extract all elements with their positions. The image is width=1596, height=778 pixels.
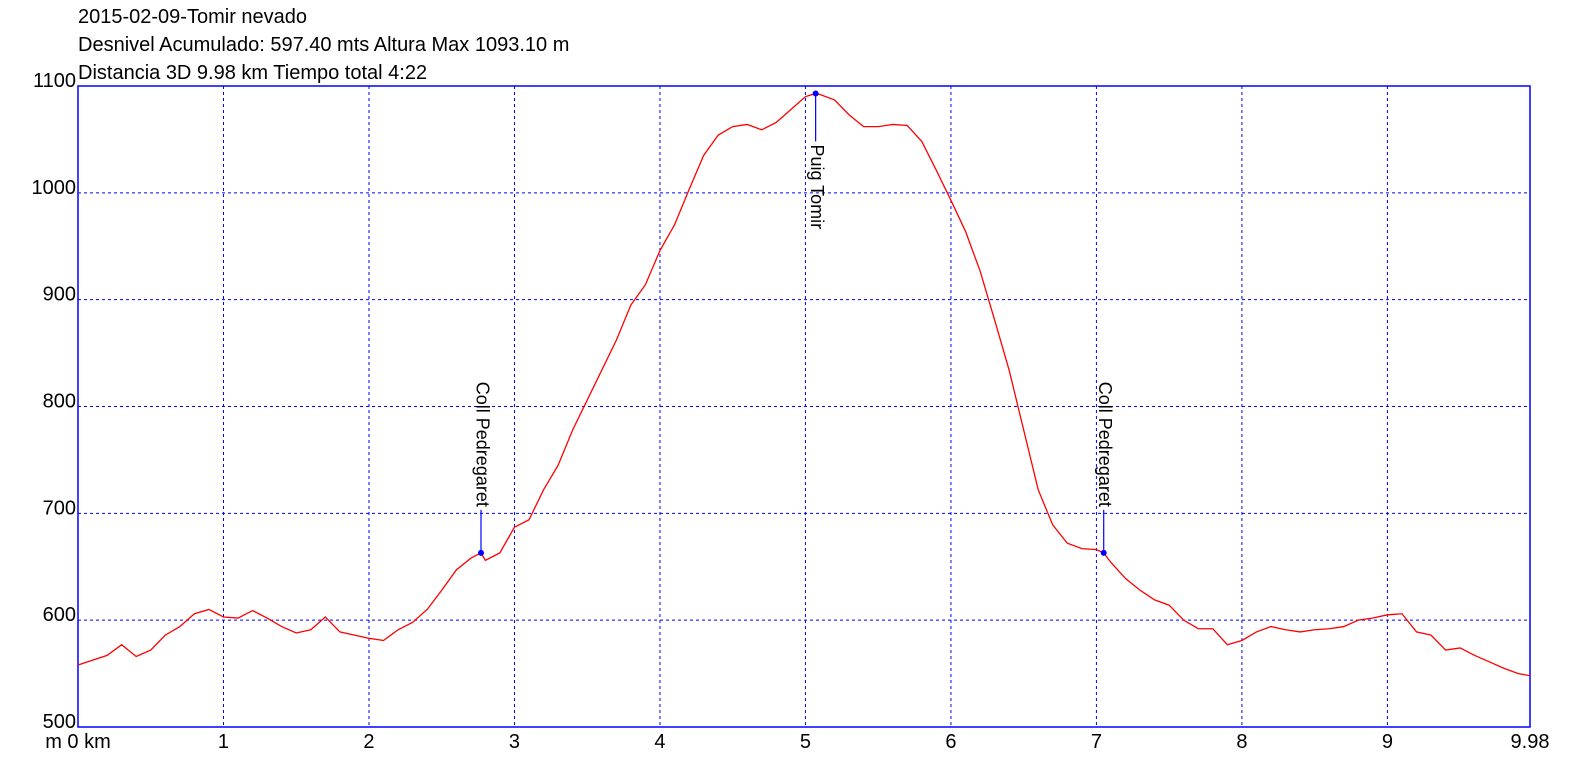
x-tick-label: 1 [218,731,229,753]
x-tick-label: 9.98 [1511,731,1550,753]
y-tick-label: 900 [43,284,76,306]
chart-subtitle: Distancia 3D 9.98 km Tiempo total 4:22 [78,62,427,84]
y-tick-label: 800 [43,391,76,413]
x-tick-label: 6 [945,731,956,753]
x-tick-label: 9 [1382,731,1393,753]
y-tick-label: 1000 [32,177,77,199]
waypoint-marker [812,90,819,97]
x-tick-label: 5 [800,731,811,753]
waypoint-marker [1100,549,1107,556]
x-tick-label: 3 [509,731,520,753]
y-tick-label: 700 [43,497,76,519]
chart-subtitle: Desnivel Acumulado: 597.40 mts Altura Ma… [78,34,569,56]
waypoint-label: Coll Pedregaret [1095,382,1115,507]
y-tick-label: 600 [43,604,76,626]
x-tick-label: 4 [654,731,665,753]
waypoint-label: Coll Pedregaret [472,382,492,507]
y-tick-label: 1100 [33,70,76,92]
x-tick-label: m 0 km [45,731,111,753]
waypoint-label: Puig Tomir [807,144,827,229]
elevation-line [77,92,1531,677]
waypoint-marker [478,549,485,556]
plot-frame [77,85,1531,728]
chart-title: 2015-02-09-Tomir nevado [78,6,307,28]
y-tick-label: 500 [43,711,76,733]
x-tick-label: 8 [1236,731,1247,753]
x-tick-label: 2 [363,731,374,753]
x-tick-label: 7 [1091,731,1102,753]
